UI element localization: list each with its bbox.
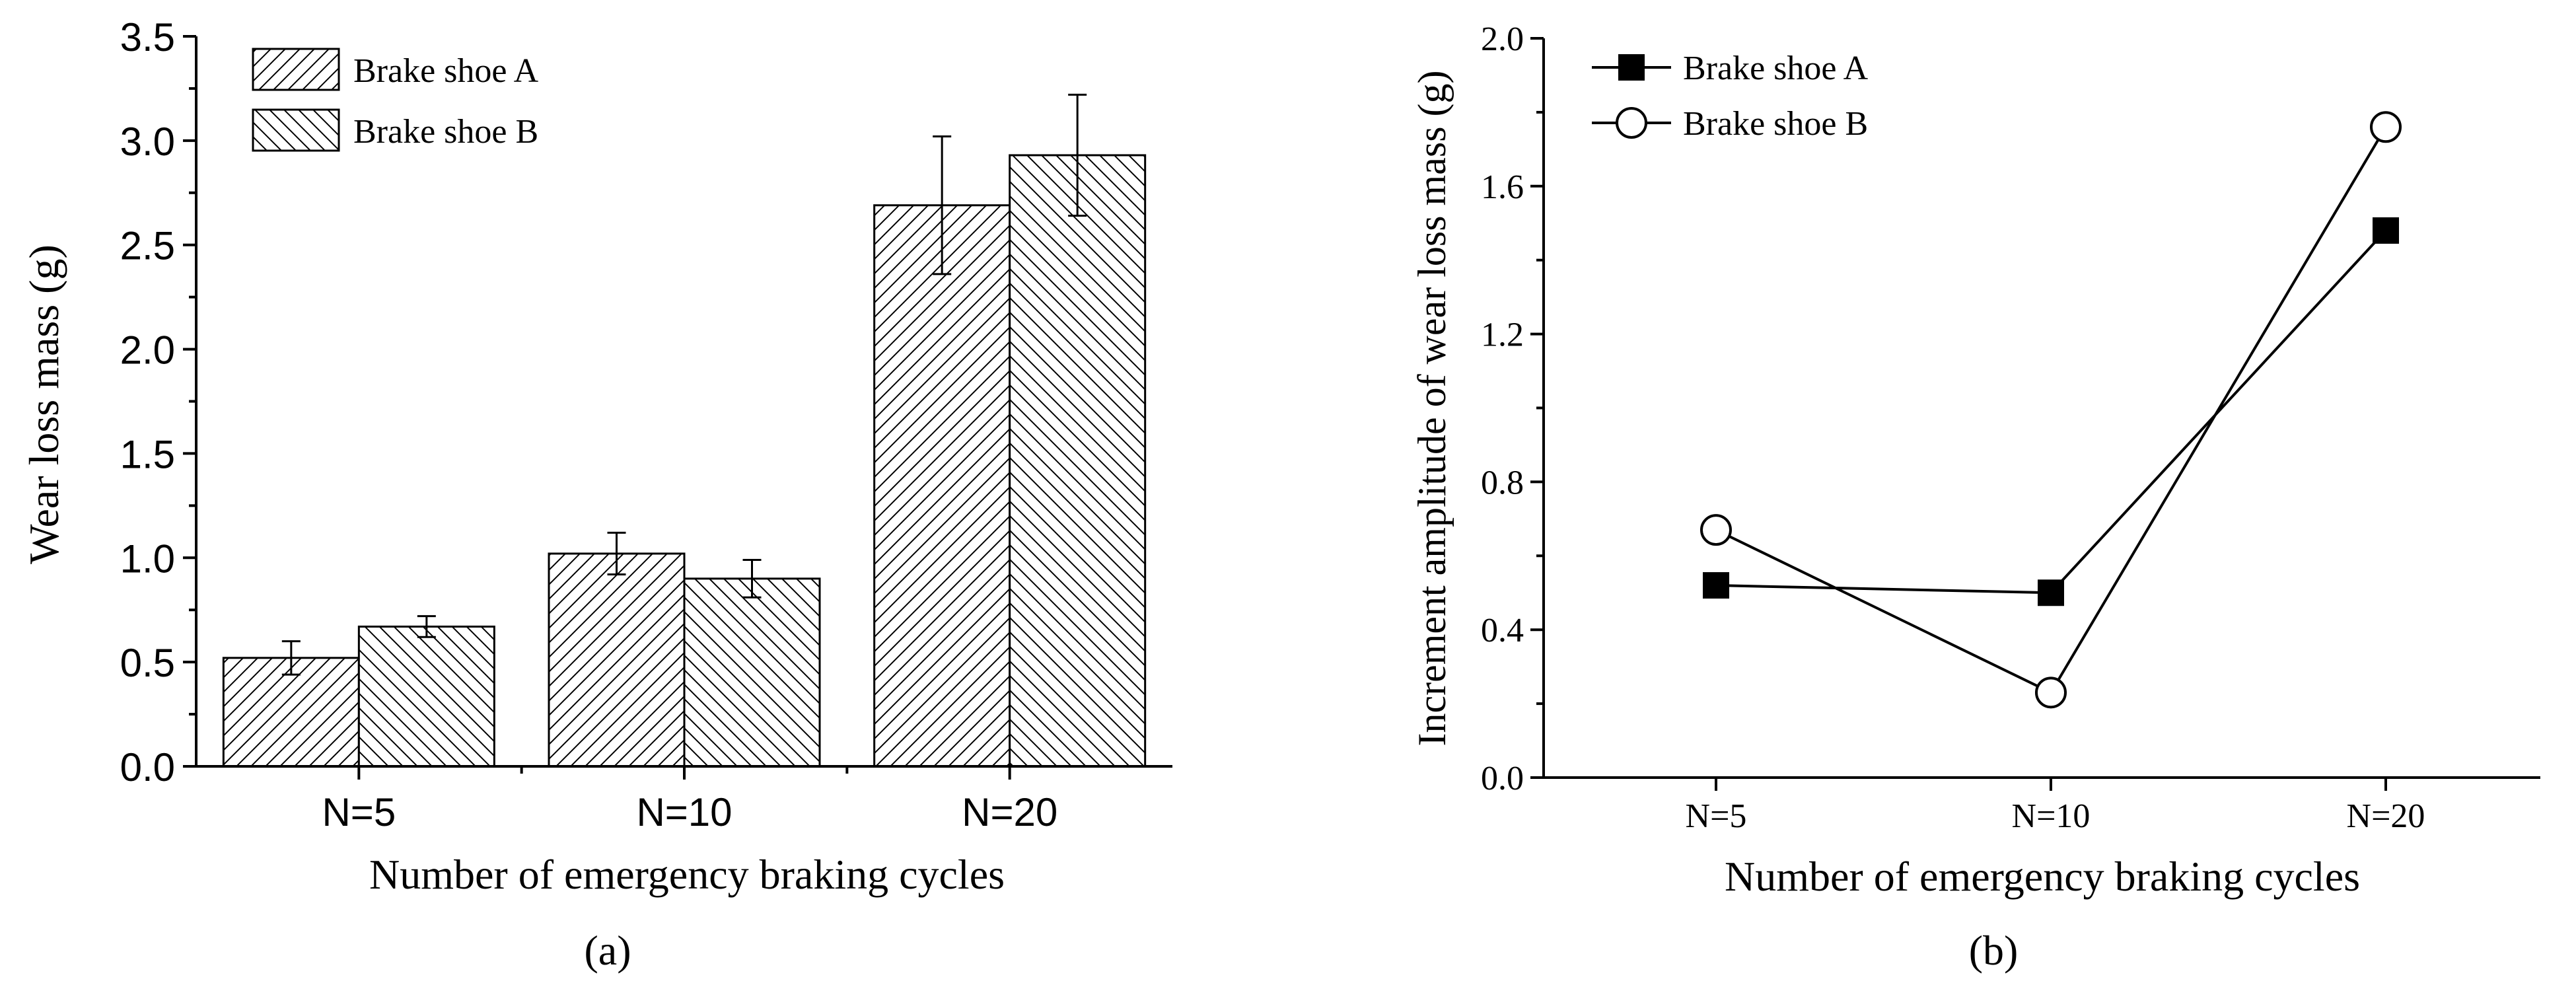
legend-swatch-brake-shoe-b <box>252 108 340 152</box>
y-tick-label: 0.0 <box>1481 760 1524 797</box>
x-tick-label: N=20 <box>962 790 1057 834</box>
y-tick-label: 2.5 <box>120 224 175 268</box>
point-brake-shoe-a <box>2038 579 2064 606</box>
panel-a-chart: 0.0 0.5 1.0 1.5 2.0 2.5 3.0 3.5 N=5 N=10 N=20 Num… <box>20 15 1172 974</box>
panel-b-legend: Brake shoe A Brake shoe B <box>1592 50 1869 143</box>
bar-brake-shoe-b <box>683 577 821 768</box>
y-tick-label: 2.0 <box>120 328 175 373</box>
panel-a-x-ticks: N=5 N=10 N=20 <box>322 766 1057 834</box>
bar-brake-shoe-b <box>357 625 495 768</box>
legend-swatch-brake-shoe-a <box>252 48 340 91</box>
point-brake-shoe-b <box>2370 111 2402 143</box>
x-tick-label: N=5 <box>1686 797 1747 835</box>
panel-b-y-label: Increment amplitude of wear loss mass (g… <box>1410 70 1454 746</box>
y-tick-label: 3.0 <box>120 120 175 164</box>
x-tick-label: N=20 <box>2347 797 2425 835</box>
y-tick-label: 0.5 <box>120 641 175 685</box>
line-brake-shoe-b <box>1715 126 2387 694</box>
panel-a-y-ticks: 0.0 0.5 1.0 1.5 2.0 2.5 3.0 3.5 <box>120 15 196 789</box>
legend-label-brake-shoe-a-b: Brake shoe A <box>1683 50 1869 87</box>
panel-b-chart: 0.0 0.4 0.8 1.2 1.6 2.0 N=5 N=10 N=20 Number of… <box>1410 20 2540 974</box>
panel-b-lines-layer <box>1700 111 2402 709</box>
x-tick-label: N=5 <box>322 790 396 834</box>
legend-marker-brake-shoe-a <box>1618 54 1645 81</box>
y-tick-label: 0.0 <box>120 745 175 789</box>
bar-brake-shoe-a <box>548 552 686 768</box>
panel-b-x-label: Number of emergency braking cycles <box>1725 853 2360 900</box>
point-brake-shoe-a <box>1703 572 1729 599</box>
y-tick-label: 0.4 <box>1481 612 1524 649</box>
panel-b-caption: (b) <box>1969 927 2019 974</box>
y-tick-label: 1.5 <box>120 432 175 476</box>
y-tick-label: 0.8 <box>1481 464 1524 501</box>
point-brake-shoe-b <box>1700 514 1732 546</box>
bar-brake-shoe-a <box>873 204 1011 768</box>
point-brake-shoe-a <box>2373 217 2399 244</box>
panel-a-y-label: Wear loss mass (g) <box>20 244 67 564</box>
x-tick-label: N=10 <box>636 790 732 834</box>
line-brake-shoe-a <box>1715 229 2387 595</box>
panel-a-caption: (a) <box>584 927 631 974</box>
panel-a-legend: Brake shoe A Brake shoe B <box>252 48 539 152</box>
panel-a-bars-layer <box>222 93 1147 768</box>
legend-label-brake-shoe-a: Brake shoe A <box>353 52 539 90</box>
y-tick-label: 1.2 <box>1481 316 1524 354</box>
panel-a-x-label: Number of emergency braking cycles <box>369 851 1005 898</box>
x-tick-label: N=10 <box>2012 797 2091 835</box>
legend-label-brake-shoe-b: Brake shoe B <box>353 113 538 151</box>
legend-marker-brake-shoe-b <box>1616 107 1647 139</box>
bar-brake-shoe-a <box>222 657 360 768</box>
panel-b-x-ticks: N=5 N=10 N=20 <box>1686 778 2425 835</box>
point-brake-shoe-b <box>2035 676 2067 709</box>
bar-brake-shoe-b <box>1009 154 1147 768</box>
y-tick-label: 1.0 <box>120 536 175 581</box>
y-tick-label: 3.5 <box>120 15 175 59</box>
panel-b-y-ticks: 0.0 0.4 0.8 1.2 1.6 2.0 <box>1481 20 1544 797</box>
y-tick-label: 2.0 <box>1481 20 1524 58</box>
y-tick-label: 1.6 <box>1481 168 1524 206</box>
legend-label-brake-shoe-b-b: Brake shoe B <box>1683 105 1868 143</box>
